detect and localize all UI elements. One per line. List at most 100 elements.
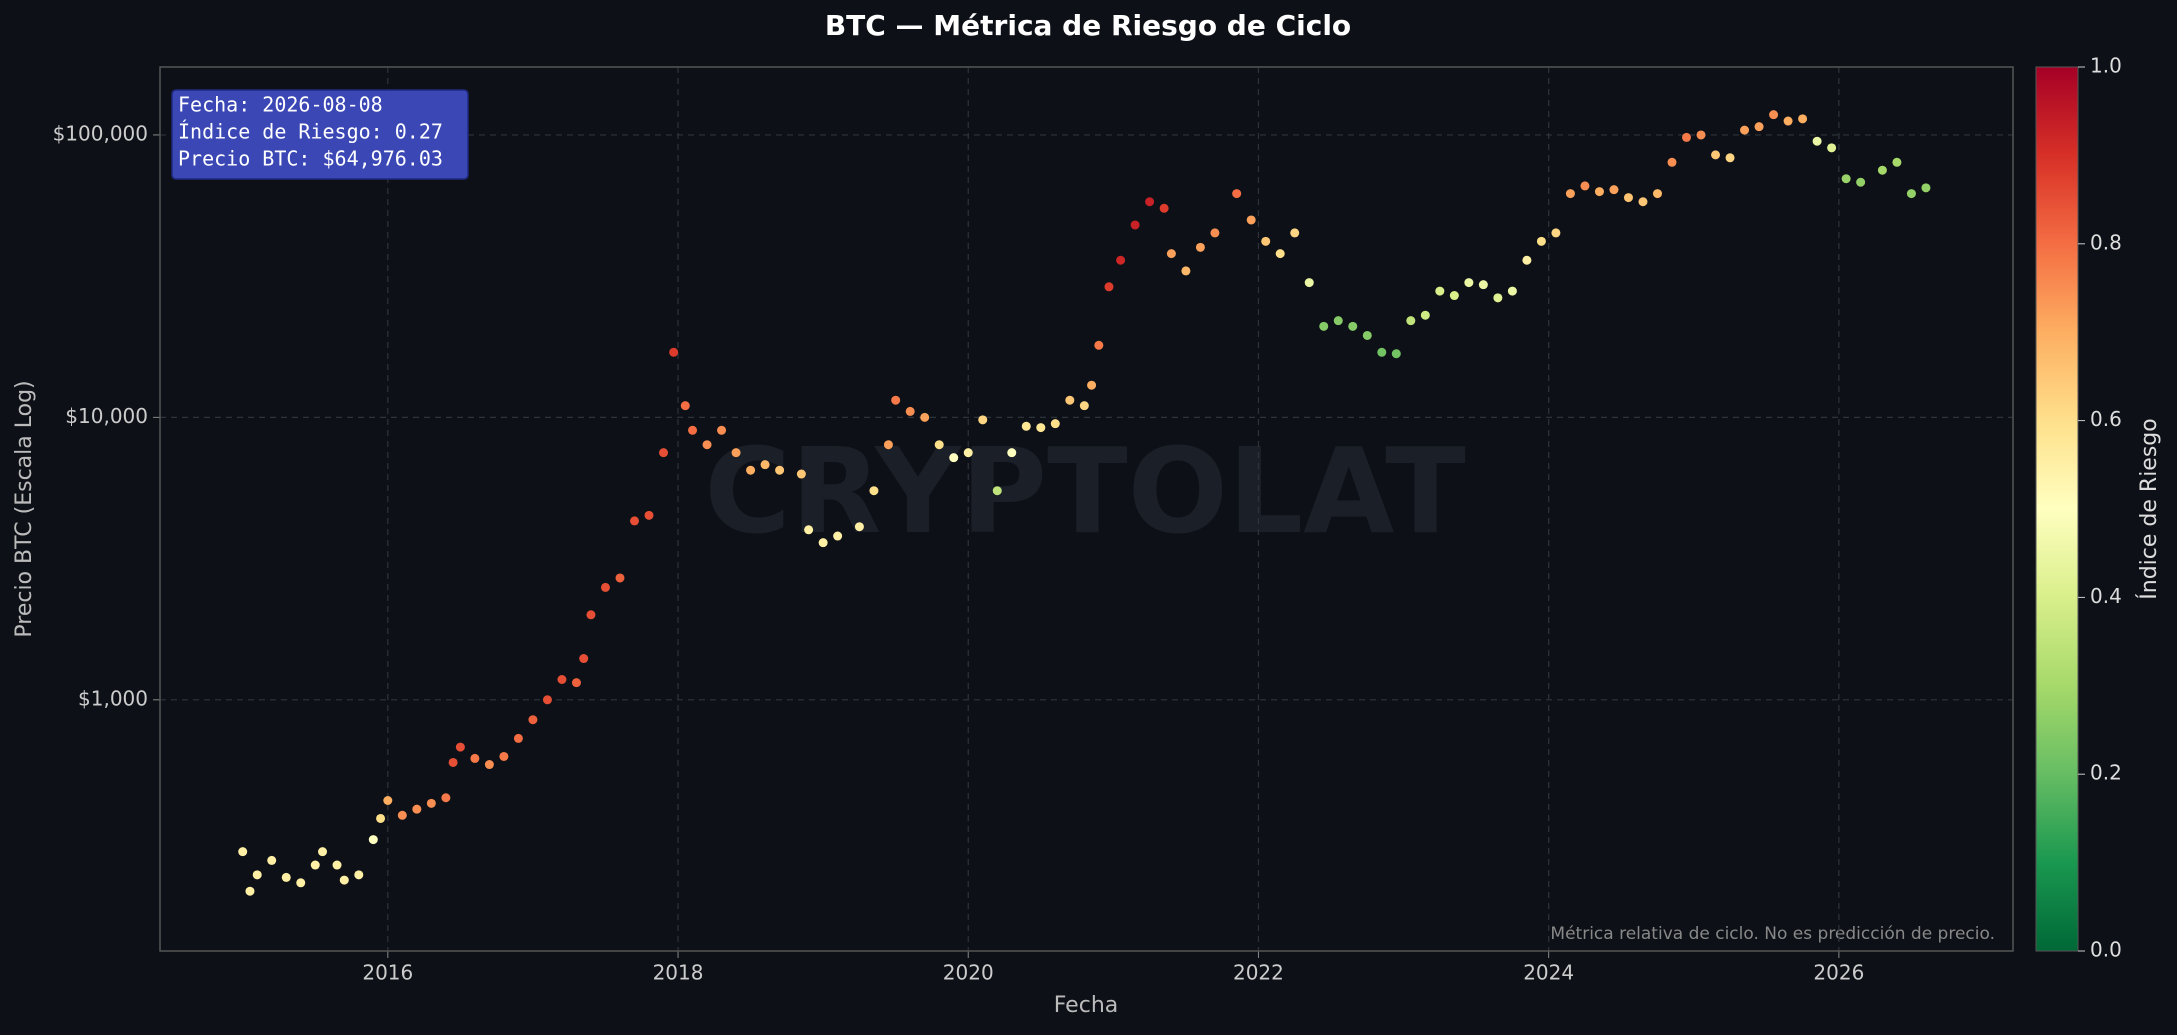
data-point [717,425,727,435]
data-point [659,448,669,458]
data-point [1711,150,1721,160]
data-point [332,860,342,870]
data-point [579,654,589,664]
data-point [1906,189,1916,199]
data-point [1565,189,1575,199]
data-point [1036,423,1046,433]
data-point [267,855,277,865]
data-point [1195,242,1205,252]
data-point [891,395,901,405]
data-point [1812,136,1822,146]
data-point [397,810,407,820]
data-point [1104,282,1114,292]
data-point [1740,125,1750,135]
x-axis-label: Fecha [1054,993,1119,1018]
data-point [854,522,864,532]
data-point [310,860,320,870]
data-point [1609,185,1619,195]
data-point [1275,249,1285,259]
data-point [412,804,422,814]
data-point [760,460,770,470]
data-point [1493,293,1503,303]
data-point [978,415,988,425]
colorbar-tick-label: 0.8 [2090,230,2122,254]
data-point [376,813,386,823]
data-point [1877,165,1887,175]
data-point [318,847,328,857]
colorbar-tick-label: 0.2 [2090,761,2122,785]
data-point [499,751,509,761]
annotation-line: Precio BTC: $64,976.03 [178,147,443,171]
data-point [1261,236,1271,246]
data-point [448,757,458,767]
data-point [1159,203,1169,213]
data-point [1435,286,1445,296]
data-point [368,835,378,845]
data-point [245,886,255,896]
watermark: CRYPTOLAT [704,422,1466,560]
data-point [455,742,465,752]
data-point [1769,110,1779,120]
data-point [920,412,930,422]
data-point [1021,421,1031,431]
data-point [905,406,915,416]
data-point [1145,197,1155,207]
colorbar [2035,66,2079,952]
data-point [804,525,814,535]
data-point [702,440,712,450]
data-point [339,875,349,885]
data-point [883,440,893,450]
data-point [833,531,843,541]
colorbar-tick-label: 0.6 [2090,407,2122,431]
data-point [680,401,690,411]
data-point [1362,330,1372,340]
data-point [484,760,494,770]
x-tick-label: 2018 [653,961,704,985]
data-point [1087,380,1097,390]
data-point [441,793,451,803]
data-point [992,486,1002,496]
data-point [1210,228,1220,238]
plot-frame [159,66,2014,952]
data-point [731,448,741,458]
data-point [1754,122,1764,132]
data-point [1667,157,1677,167]
data-point [528,715,538,725]
data-point [796,469,806,479]
data-point [1892,157,1902,167]
data-point [1130,220,1140,230]
data-point [1391,349,1401,359]
data-point [746,465,756,475]
data-point [615,573,625,583]
y-tick-label: $1,000 [78,686,148,710]
data-point [513,733,523,743]
data-point [1522,255,1532,265]
data-point [1478,280,1488,290]
x-tick-label: 2024 [1523,961,1574,985]
data-point [1551,228,1561,238]
data-point [1856,177,1866,187]
data-point [470,753,480,763]
data-point [818,538,828,548]
data-point [354,870,364,880]
data-point [1682,132,1692,142]
data-point [426,798,436,808]
data-point [1827,143,1837,153]
data-point [1464,278,1474,288]
annotation-box [171,89,469,180]
data-point [586,610,596,620]
data-point [1921,183,1931,193]
data-point [1166,249,1176,259]
annotation-line: Fecha: 2026-08-08 [178,93,383,117]
data-point [1725,153,1735,163]
data-point [1232,189,1242,199]
data-point [1507,286,1517,296]
data-point [644,510,654,520]
data-point [1065,395,1075,405]
data-point [1841,174,1851,184]
data-point [1798,114,1808,124]
data-point [1079,401,1089,411]
data-point [1181,266,1191,276]
data-point [949,453,959,463]
